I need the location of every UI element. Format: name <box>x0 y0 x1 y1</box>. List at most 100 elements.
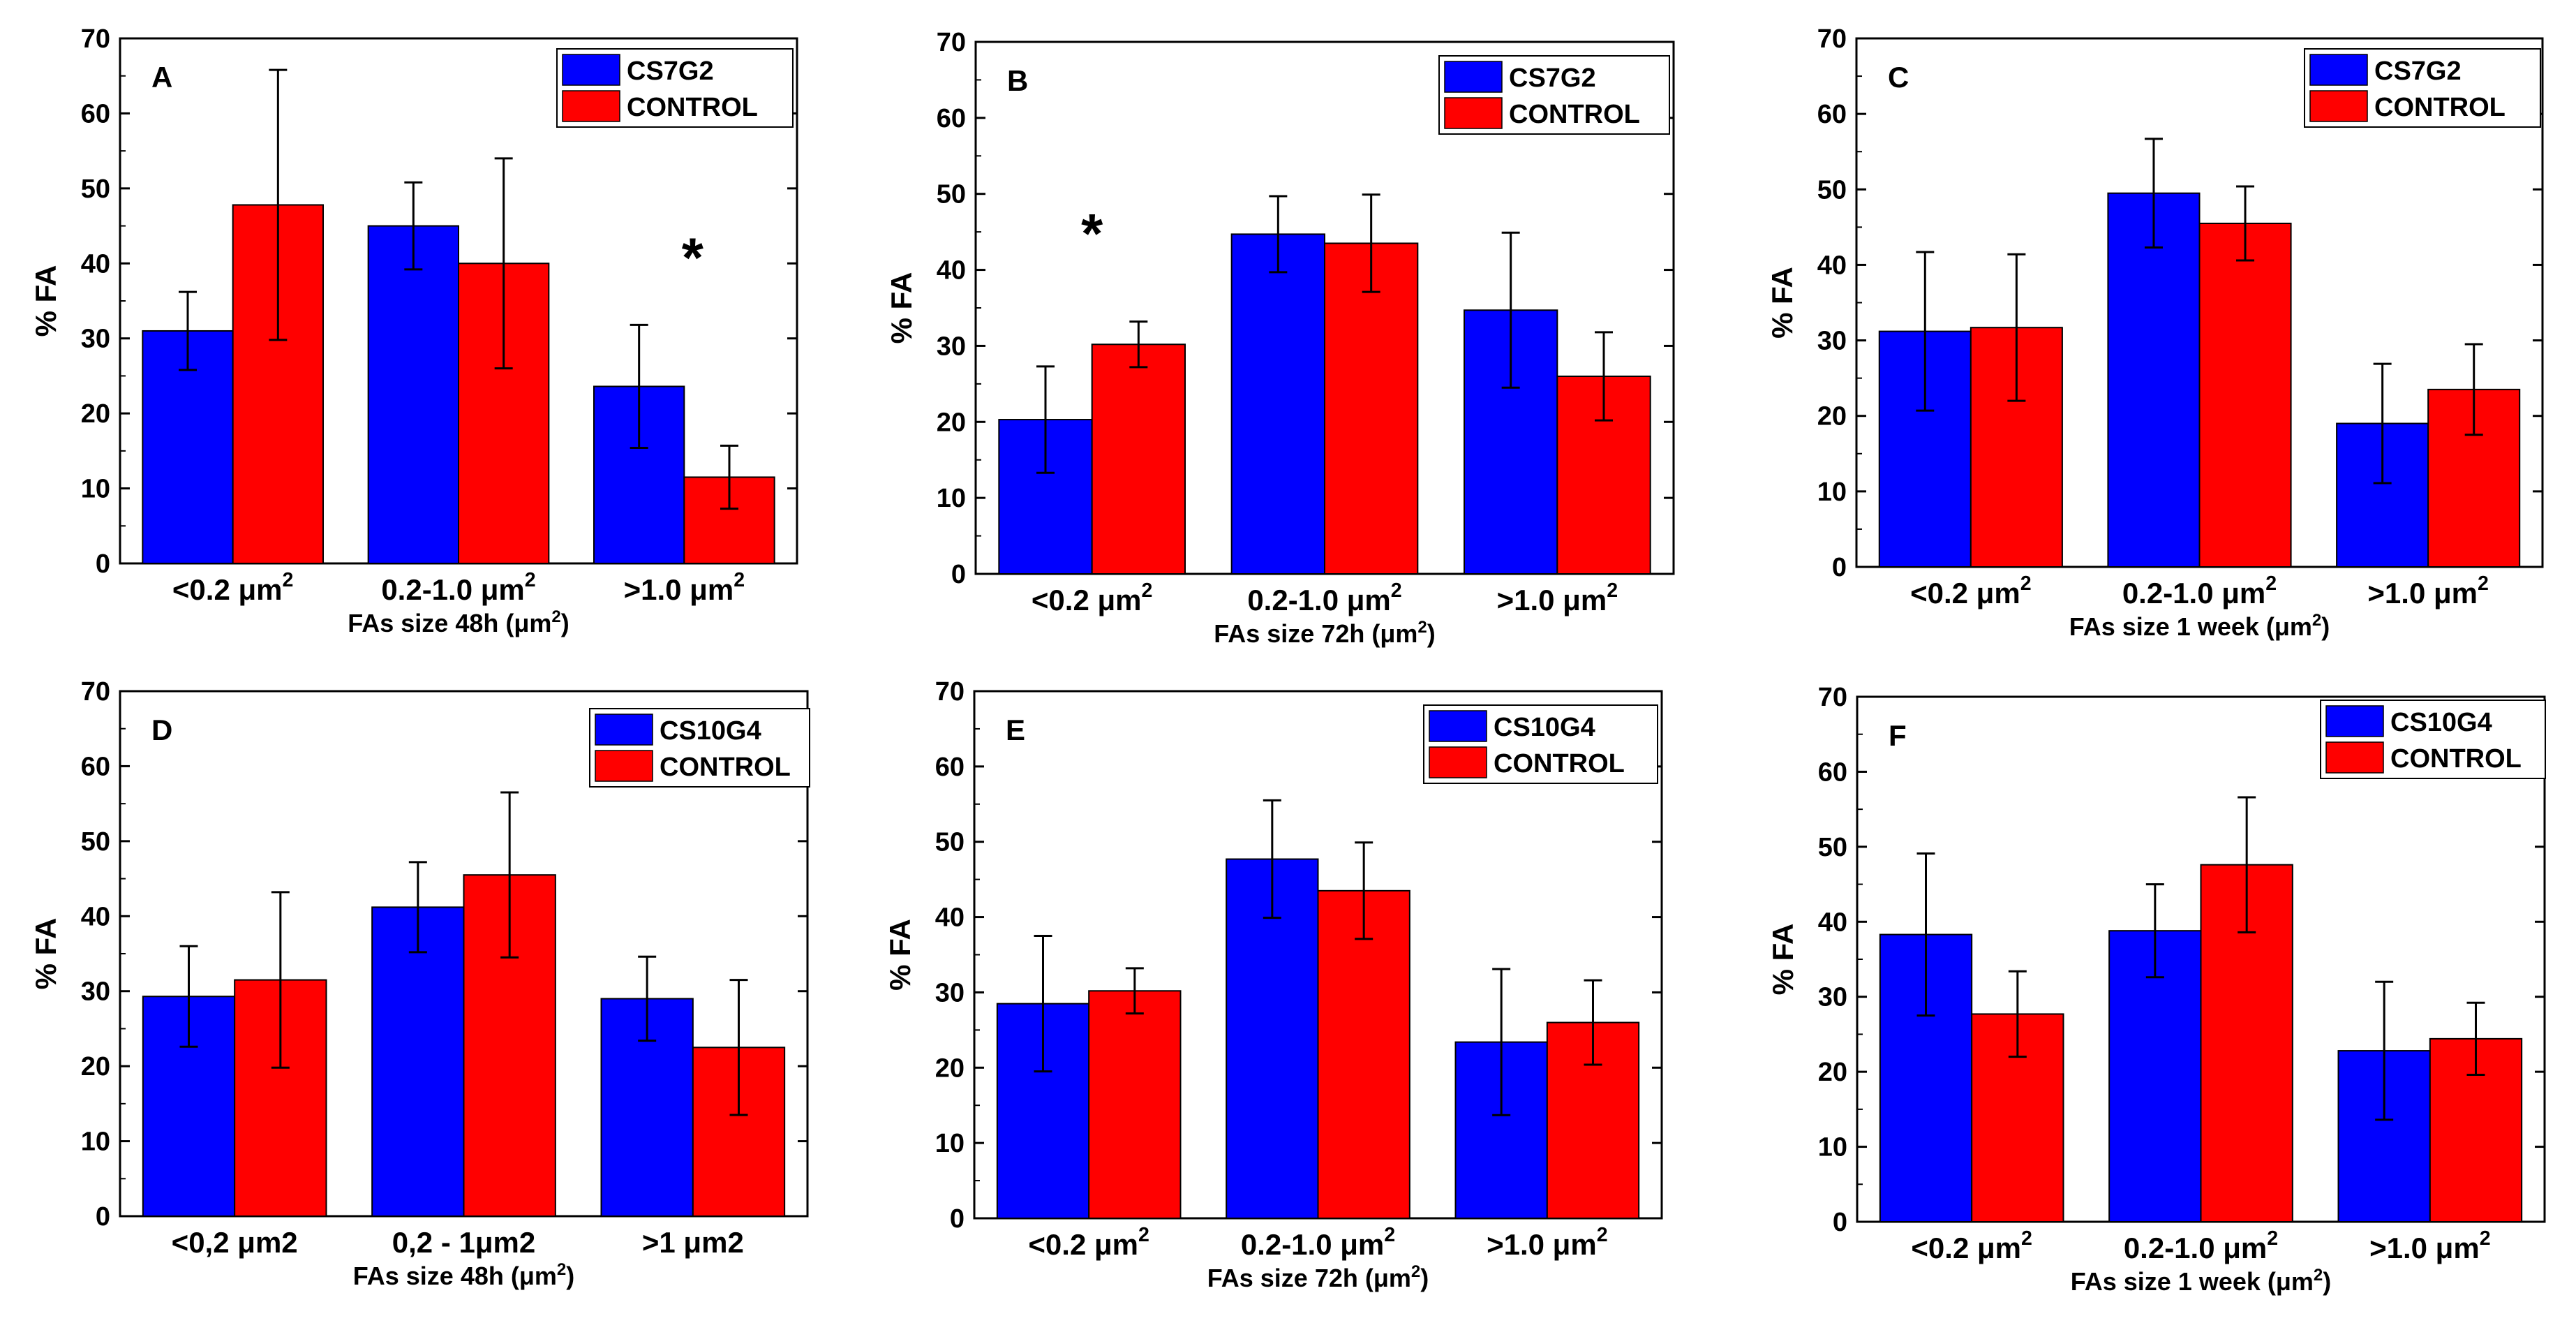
x-tick-label: >1 μm2 <box>642 1226 744 1259</box>
y-tick-label: 0 <box>96 1202 110 1232</box>
legend-label: CS7G2 <box>627 57 714 86</box>
y-tick-label: 10 <box>1818 1133 1847 1162</box>
chart-panel-e: 0 10 20 30 40 50 60 70 % FA E <0.2 μm2 0.2-1.0 μm2 >… <box>884 677 1663 1292</box>
y-tick-label: 20 <box>1818 1058 1847 1087</box>
y-tick-label: 30 <box>1817 327 1847 356</box>
bar-cs7g2 <box>2107 192 2201 568</box>
x-tick-label: <0.2 μm2 <box>172 569 294 606</box>
legend-label: CONTROL <box>627 93 758 122</box>
x-tick-label: <0.2 μm2 <box>1911 1227 2032 1264</box>
legend-label: CONTROL <box>660 753 791 782</box>
legend-swatch-control <box>1444 97 1503 129</box>
y-tick-label: 60 <box>81 99 110 128</box>
legend: CS10G4 CONTROL <box>1423 704 1658 784</box>
y-tick-label: 20 <box>81 399 110 429</box>
y-tick-label: 50 <box>937 180 966 209</box>
y-axis-label: % FA <box>1766 267 1799 339</box>
y-tick-label: 10 <box>1817 478 1847 507</box>
x-tick-label: 0.2-1.0 μm2 <box>1247 579 1401 616</box>
bar-control <box>1091 343 1186 575</box>
chart-panel-a: 0 10 20 30 40 50 60 70 % FA A <0.2 μm2 0.2-1.0 μm2 >… <box>29 24 798 637</box>
y-tick-label: 50 <box>81 827 110 857</box>
legend-swatch-cs7g2 <box>1444 61 1503 93</box>
bar-control <box>2198 222 2292 568</box>
significance-marker: * <box>682 227 704 289</box>
legend-swatch-cs7g2 <box>2309 54 2368 86</box>
y-tick-label: 70 <box>935 677 965 707</box>
y-tick-label: 0 <box>1833 1208 1847 1237</box>
legend-label: CONTROL <box>1509 100 1640 129</box>
bar-control <box>1324 242 1419 575</box>
y-axis-label: % FA <box>1766 924 1799 996</box>
y-tick-label: 60 <box>935 753 965 782</box>
chart-panel-c: 0 10 20 30 40 50 60 70 % FA C <0.2 μm2 0.2-1.0 μm2 >… <box>1766 24 2544 641</box>
x-tick-label: <0,2 μm2 <box>172 1226 298 1259</box>
x-tick-label: >1.0 μm2 <box>1487 1224 1608 1261</box>
x-tick-label: 0.2-1.0 μm2 <box>1241 1224 1395 1261</box>
y-tick-label: 70 <box>1818 683 1847 712</box>
y-tick-label: 60 <box>1818 757 1847 787</box>
y-tick-label: 70 <box>81 24 110 54</box>
y-tick-label: 40 <box>1818 908 1847 937</box>
legend-label: CS10G4 <box>660 716 761 746</box>
x-axis-label: FAs size 48h (μm2) <box>353 1260 575 1290</box>
panel-label: E <box>1006 714 1025 746</box>
x-axis-label: FAs size 72h (μm2) <box>1207 1262 1429 1292</box>
legend: CS7G2 CONTROL <box>2304 48 2541 128</box>
legend-swatch-cs7g2 <box>562 54 620 86</box>
y-tick-label: 40 <box>1817 251 1847 280</box>
y-tick-label: 70 <box>937 28 966 57</box>
bar-cs10g4 <box>371 906 465 1217</box>
x-tick-label: 0.2-1.0 μm2 <box>2122 572 2277 609</box>
legend-label: CS10G4 <box>2390 708 2492 737</box>
y-tick-label: 30 <box>1818 983 1847 1012</box>
x-tick-label: 0.2-1.0 μm2 <box>381 569 535 606</box>
y-tick-label: 0 <box>951 560 966 589</box>
y-tick-label: 60 <box>937 104 966 133</box>
legend-swatch-cs10g4 <box>2325 705 2384 737</box>
y-tick-label: 20 <box>937 408 966 437</box>
x-tick-label: <0.2 μm2 <box>1032 579 1153 616</box>
y-tick-label: 10 <box>935 1129 965 1158</box>
y-tick-label: 40 <box>935 903 965 933</box>
y-tick-label: 30 <box>81 325 110 354</box>
y-tick-label: 50 <box>1818 833 1847 862</box>
y-tick-label: 40 <box>937 256 966 286</box>
legend-swatch-cs10g4 <box>1429 710 1487 742</box>
chart-panel-b: 0 10 20 30 40 50 60 70 % FA B <0.2 μm2 0.2-1.0 μm2 >… <box>885 28 1675 648</box>
x-tick-label: >1.0 μm2 <box>2367 572 2489 609</box>
y-tick-label: 50 <box>935 828 965 857</box>
y-axis-label: % FA <box>29 265 62 337</box>
y-tick-label: 30 <box>81 977 110 1007</box>
y-tick-label: 0 <box>96 549 110 579</box>
x-tick-label: 0,2 - 1μm2 <box>392 1226 535 1259</box>
y-tick-label: 20 <box>81 1052 110 1081</box>
legend: CS10G4 CONTROL <box>2320 700 2546 779</box>
legend-label: CONTROL <box>1494 749 1625 778</box>
y-tick-label: 40 <box>81 902 110 931</box>
y-tick-label: 0 <box>950 1204 965 1234</box>
y-tick-label: 30 <box>937 332 966 361</box>
y-tick-label: 10 <box>81 1128 110 1157</box>
legend-label: CS7G2 <box>2374 57 2462 86</box>
legend-swatch-control <box>1429 746 1487 778</box>
y-tick-label: 60 <box>1817 100 1847 129</box>
x-axis-label: FAs size 1 week (μm2) <box>2069 611 2330 641</box>
legend-label: CONTROL <box>2374 93 2506 122</box>
legend: CS7G2 CONTROL <box>556 48 794 128</box>
x-tick-label: >1.0 μm2 <box>1497 579 1618 616</box>
y-tick-label: 20 <box>1817 402 1847 431</box>
x-axis-label: FAs size 48h (μm2) <box>348 607 569 637</box>
legend-label: CONTROL <box>2390 744 2522 774</box>
y-axis-label: % FA <box>884 919 916 991</box>
x-tick-label: <0.2 μm2 <box>1028 1224 1149 1261</box>
y-tick-label: 20 <box>935 1054 965 1083</box>
legend-swatch-control <box>2309 90 2368 122</box>
legend-swatch-control <box>595 750 653 782</box>
panel-label: D <box>151 714 172 746</box>
significance-marker: * <box>1081 202 1103 265</box>
legend-label: CS10G4 <box>1494 713 1595 742</box>
y-axis-label: % FA <box>885 272 918 344</box>
x-tick-label: 0.2-1.0 μm2 <box>2124 1227 2278 1264</box>
